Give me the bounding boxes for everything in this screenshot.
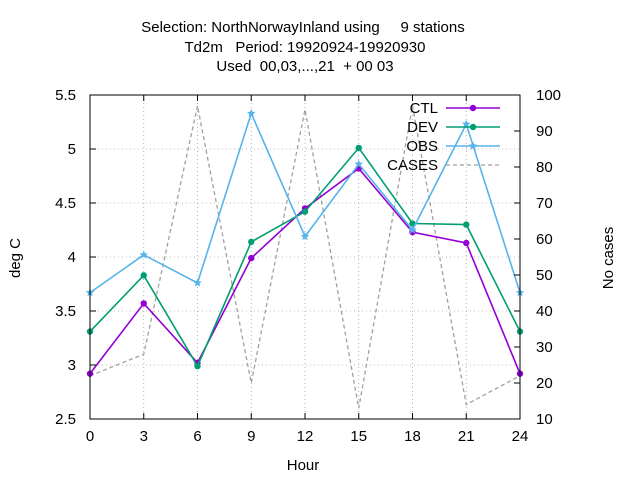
y2-tick-label: 70 xyxy=(536,195,553,212)
y2-axis-label: No cases xyxy=(600,227,617,290)
dev-data-point xyxy=(248,238,255,246)
legend: CTL DEV OBS CASES xyxy=(387,100,500,174)
dev-data-point xyxy=(194,362,201,370)
obs-data-point xyxy=(354,159,364,168)
x-tick-label: 12 xyxy=(297,428,314,445)
ctl-data-point xyxy=(140,300,147,307)
legend-label-obs: OBS xyxy=(406,138,438,155)
legend-marker-ctl xyxy=(469,104,477,112)
obs-data-point xyxy=(300,231,310,241)
dev-data-point xyxy=(463,221,470,228)
y-tick-label: 4.5 xyxy=(55,195,76,212)
y2-tick-label: 20 xyxy=(536,375,553,392)
chart-title-line-2: Td2m Period: 19920924-19920930 xyxy=(184,39,425,56)
x-tick-label: 15 xyxy=(350,428,367,445)
y2-tick-label: 50 xyxy=(536,267,553,284)
y-tick-label: 2.5 xyxy=(55,411,76,428)
series-layer xyxy=(85,105,525,409)
x-tick-label: 6 xyxy=(193,428,201,445)
obs-data-point xyxy=(461,119,471,128)
y2-tick-label: 40 xyxy=(536,303,553,320)
y2-tick-label: 30 xyxy=(536,339,553,356)
obs-data-point xyxy=(139,250,149,259)
ctl-data-point xyxy=(248,254,255,262)
y2-tick-label: 90 xyxy=(536,123,553,140)
x-axis-label: Hour xyxy=(287,457,320,474)
x-tick-label: 9 xyxy=(247,428,255,445)
chart-title-line-1: Selection: NorthNorwayInland using 9 sta… xyxy=(141,19,465,36)
legend-label-cases: CASES xyxy=(387,157,438,174)
x-tick-label: 21 xyxy=(458,428,475,445)
cases-series-line xyxy=(89,105,521,409)
y-tick-label: 3.5 xyxy=(55,303,76,320)
legend-marker-dev xyxy=(469,123,477,131)
legend-label-ctl: CTL xyxy=(410,100,438,117)
y2-tick-label: 10 xyxy=(536,411,553,428)
y-tick-label: 3 xyxy=(68,357,76,374)
legend-marker-obs xyxy=(468,141,478,150)
x-tick-label: 24 xyxy=(512,428,529,445)
chart-title: Selection: NorthNorwayInland using 9 sta… xyxy=(141,19,465,75)
tick-labels: 0 3 6 9 12 15 18 21 24 2.5 3 3.5 4 4.5 5 5.5 10 20 30 40 50 6… xyxy=(55,87,561,445)
y-tick-label: 4 xyxy=(68,249,76,266)
y2-tick-label: 80 xyxy=(536,159,553,176)
x-tick-label: 0 xyxy=(86,428,94,445)
y-axis-label: deg C xyxy=(7,238,24,278)
x-tick-label: 3 xyxy=(140,428,148,445)
y2-tick-label: 60 xyxy=(536,231,553,248)
y-tick-label: 5.5 xyxy=(55,87,76,104)
obs-data-point xyxy=(246,108,256,117)
dev-data-point xyxy=(355,144,362,152)
chart-title-line-3: Used 00,03,...,21 + 00 03 xyxy=(216,58,393,75)
legend-label-dev: DEV xyxy=(407,119,438,136)
dev-data-point xyxy=(140,272,147,279)
y-tick-label: 5 xyxy=(68,141,76,158)
obs-data-point xyxy=(408,225,417,234)
x-tick-label: 18 xyxy=(404,428,421,445)
y2-tick-label: 100 xyxy=(536,87,561,104)
obs-data-point xyxy=(193,278,202,287)
tick-marks xyxy=(89,94,521,420)
ctl-data-point xyxy=(463,239,470,247)
dev-data-point xyxy=(301,208,309,215)
